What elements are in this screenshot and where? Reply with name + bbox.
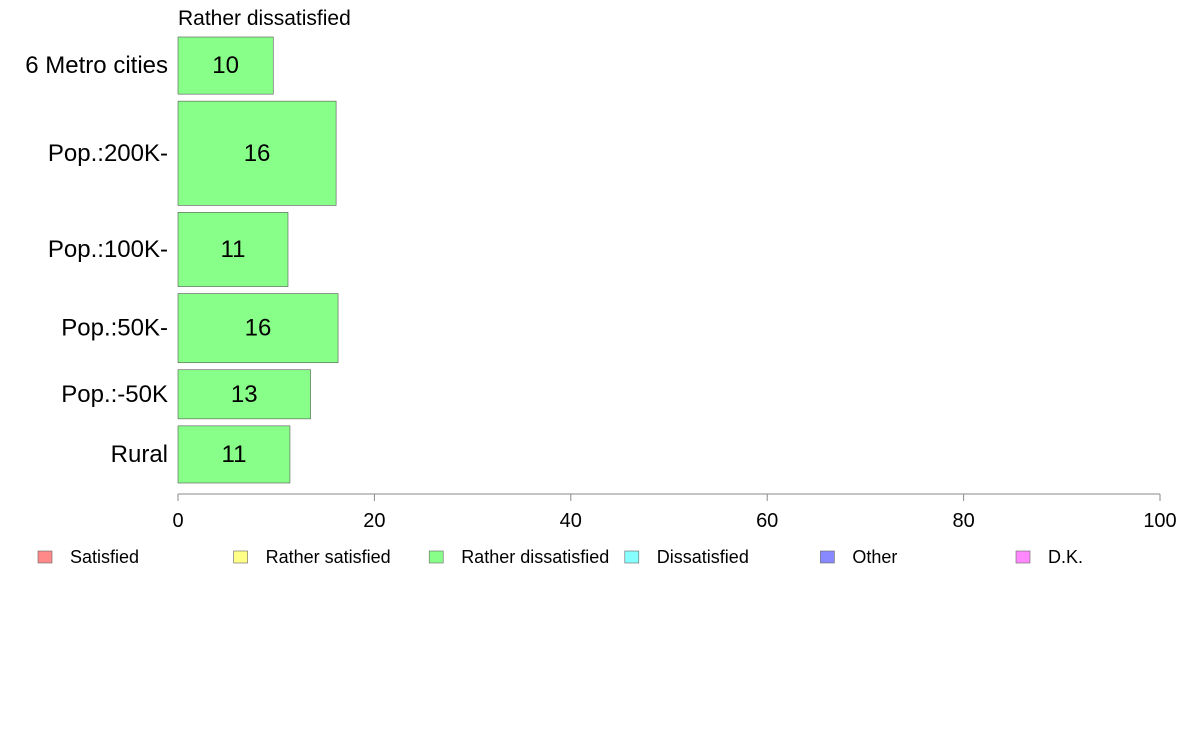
legend-swatch bbox=[820, 550, 835, 564]
bar-4 bbox=[177, 369, 311, 420]
x-axis: 0 20 40 60 80 100 bbox=[172, 493, 1177, 532]
bar-1 bbox=[177, 100, 337, 206]
legend-label: D.K. bbox=[1048, 547, 1083, 567]
category-label: Rural bbox=[111, 441, 168, 468]
bar-value-label: 10 bbox=[212, 52, 239, 79]
bar-value-label: 16 bbox=[245, 315, 272, 342]
category-label: Pop.:200K- bbox=[48, 140, 168, 167]
category-label: 6 Metro cities bbox=[25, 52, 168, 79]
x-tick-label: 80 bbox=[952, 510, 974, 532]
legend-label: Rather satisfied bbox=[266, 547, 391, 567]
x-tick-label: 40 bbox=[560, 510, 582, 532]
x-tick-label: 0 bbox=[172, 510, 183, 532]
legend: Satisfied Rather satisfied Rather dissatis… bbox=[37, 547, 1083, 567]
legend-swatch bbox=[233, 550, 248, 564]
legend-label: Dissatisfied bbox=[657, 547, 749, 567]
legend-swatch bbox=[624, 550, 640, 564]
legend-swatch bbox=[37, 550, 53, 564]
legend-swatch bbox=[1015, 550, 1031, 564]
legend-label: Other bbox=[852, 547, 897, 567]
legend-swatch bbox=[428, 550, 444, 564]
bars-group: 10 6 Metro cities 16 Pop.:200K- 11 Pop.:100K-… bbox=[25, 36, 339, 484]
x-tick-label: 60 bbox=[756, 510, 778, 532]
bar-3 bbox=[177, 293, 339, 364]
bar-value-label: 11 bbox=[221, 236, 246, 263]
legend-label: Satisfied bbox=[70, 547, 139, 567]
x-tick-label: 100 bbox=[1143, 510, 1176, 532]
category-label: Pop.:-50K bbox=[61, 381, 168, 408]
bar-value-label: 11 bbox=[222, 441, 247, 468]
bar-value-label: 13 bbox=[231, 381, 258, 408]
legend-label: Rather dissatisfied bbox=[461, 547, 609, 567]
chart-title: Rather dissatisfied bbox=[178, 7, 351, 30]
category-label: Pop.:50K- bbox=[61, 315, 168, 342]
bar-2 bbox=[177, 212, 289, 287]
bar-0 bbox=[177, 36, 274, 95]
bar-value-label: 16 bbox=[244, 140, 271, 167]
x-tick-label: 20 bbox=[363, 510, 385, 532]
bar-5 bbox=[177, 425, 291, 484]
category-label: Pop.:100K- bbox=[48, 236, 168, 263]
